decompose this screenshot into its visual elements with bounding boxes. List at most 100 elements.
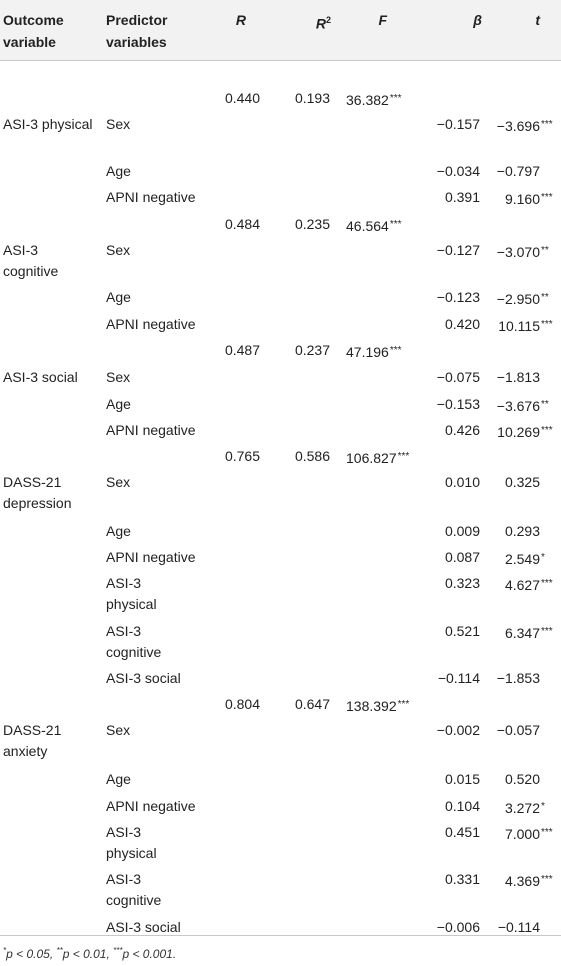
model-r-squared: 0.235: [294, 216, 330, 232]
outcome-variable: ASI-3 cognitive: [3, 242, 59, 279]
outcome-variable: DASS-21 anxiety: [3, 722, 62, 759]
predictor-variable: Age: [106, 771, 131, 787]
beta-value: 0.426: [444, 422, 480, 438]
t-value-significance: **: [541, 245, 549, 256]
header-r: R: [235, 12, 246, 28]
beta-value: −0.034: [436, 163, 480, 179]
t-value-significance: ***: [541, 578, 553, 589]
t-value: −2.950**: [467, 287, 557, 310]
t-value-value: −1.853: [496, 670, 540, 686]
t-value-significance: ***: [541, 626, 553, 637]
t-value-value: 10.115: [498, 318, 540, 334]
footnote-sig-2: **: [56, 946, 63, 955]
predictor-variable: Sex: [106, 722, 131, 738]
model-r: 0.765: [224, 448, 260, 464]
model-f-value: 138.392: [346, 698, 397, 714]
model-f: 106.827***: [346, 446, 409, 469]
predictor-variable: ASI-3 physical: [106, 575, 157, 612]
t-value: 4.627***: [467, 573, 557, 596]
t-value-value: 10.269: [497, 424, 540, 440]
table-footnote: *p < 0.05, **p < 0.01, ***p < 0.001.: [3, 942, 176, 963]
t-value-value: 6.347: [504, 625, 540, 641]
header-outcome-variable: Outcome variable: [3, 12, 64, 50]
beta-value: 0.087: [444, 549, 480, 565]
footnote-sig-1: *: [3, 946, 7, 955]
predictor-variable: APNI negative: [106, 549, 196, 565]
t-value-significance: ***: [541, 425, 553, 436]
t-value-significance: ***: [541, 874, 553, 885]
model-f-value: 36.382: [346, 92, 389, 108]
t-value-value: 0.293: [504, 523, 540, 539]
table-bottom-rule: [0, 935, 561, 936]
t-value: 7.000***: [467, 822, 557, 845]
header-r-squared-exp: 2: [325, 15, 331, 25]
t-value-significance: **: [541, 292, 549, 303]
model-r: 0.487: [224, 342, 260, 358]
beta-value: 0.010: [444, 474, 480, 490]
model-f: 47.196***: [346, 340, 402, 363]
predictor-variable: APNI negative: [106, 189, 196, 205]
t-value-value: 4.627: [504, 577, 540, 593]
t-value: 4.369***: [467, 869, 557, 892]
t-value-significance: *: [541, 552, 545, 563]
model-f-value: 46.564: [346, 218, 389, 234]
t-value-value: −0.114: [497, 919, 540, 935]
beta-value: 0.331: [444, 871, 480, 887]
predictor-variable: ASI-3 cognitive: [106, 623, 162, 660]
model-r-squared: 0.647: [294, 696, 330, 712]
t-value: 0.520: [467, 769, 557, 790]
footnote-p2: p < 0.01,: [62, 947, 114, 961]
t-value-value: 0.520: [504, 771, 540, 787]
header-f: F: [378, 12, 387, 28]
beta-value: −0.006: [436, 919, 480, 935]
t-value-value: −3.676: [496, 398, 540, 414]
predictor-variable: Age: [106, 396, 131, 412]
beta-value: −0.075: [436, 369, 480, 385]
beta-value: 0.420: [444, 316, 480, 332]
t-value-significance: ***: [541, 192, 553, 203]
beta-value: −0.114: [437, 670, 480, 686]
t-value: −3.070**: [467, 240, 557, 263]
outcome-variable: DASS-21 depression: [3, 474, 72, 511]
t-value-value: −0.057: [496, 722, 540, 738]
t-value-significance: ***: [541, 119, 553, 130]
beta-value: 0.104: [444, 798, 480, 814]
model-r: 0.484: [224, 216, 260, 232]
table-header: Outcome variable Predictor variables R R…: [0, 0, 561, 61]
t-value-value: 4.369: [504, 873, 540, 889]
predictor-variable: APNI negative: [106, 798, 196, 814]
footnote-p1: p < 0.05,: [6, 947, 57, 961]
beta-value: 0.391: [444, 189, 480, 205]
predictor-variable: Sex: [106, 474, 131, 490]
model-f-significance: ***: [389, 345, 402, 356]
beta-value: 0.451: [444, 824, 480, 840]
beta-value: −0.153: [436, 396, 480, 412]
header-r-squared: R2: [315, 15, 331, 32]
t-value: −3.676**: [467, 394, 557, 417]
predictor-variable: APNI negative: [106, 422, 196, 438]
model-f: 138.392***: [346, 694, 409, 717]
model-f-significance: ***: [397, 699, 410, 710]
model-f-value: 106.827: [346, 450, 397, 466]
model-f-significance: ***: [389, 219, 402, 230]
t-value-value: 2.549: [504, 551, 540, 567]
t-value-value: 3.272: [504, 800, 540, 816]
t-value-significance: ***: [541, 827, 553, 838]
predictor-variable: ASI-3 cognitive: [106, 871, 162, 908]
t-value-significance: **: [541, 399, 549, 410]
t-value: −3.696***: [467, 114, 557, 137]
t-value-value: −3.696: [496, 118, 540, 134]
model-r-squared: 0.193: [294, 90, 330, 106]
model-r: 0.804: [224, 696, 260, 712]
t-value: 0.293: [467, 521, 557, 542]
t-value-value: −0.797: [496, 163, 540, 179]
t-value-value: 7.000: [504, 826, 540, 842]
predictor-variable: Age: [106, 523, 131, 539]
outcome-variable: ASI-3 social: [3, 369, 78, 385]
t-value: 10.269***: [467, 420, 557, 443]
t-value: −0.114: [467, 917, 557, 938]
t-value: 3.272*: [467, 796, 557, 819]
model-f: 46.564***: [346, 214, 402, 237]
footnote-sig-3: ***: [113, 946, 123, 955]
predictor-variable: ASI-3 physical: [106, 824, 157, 861]
